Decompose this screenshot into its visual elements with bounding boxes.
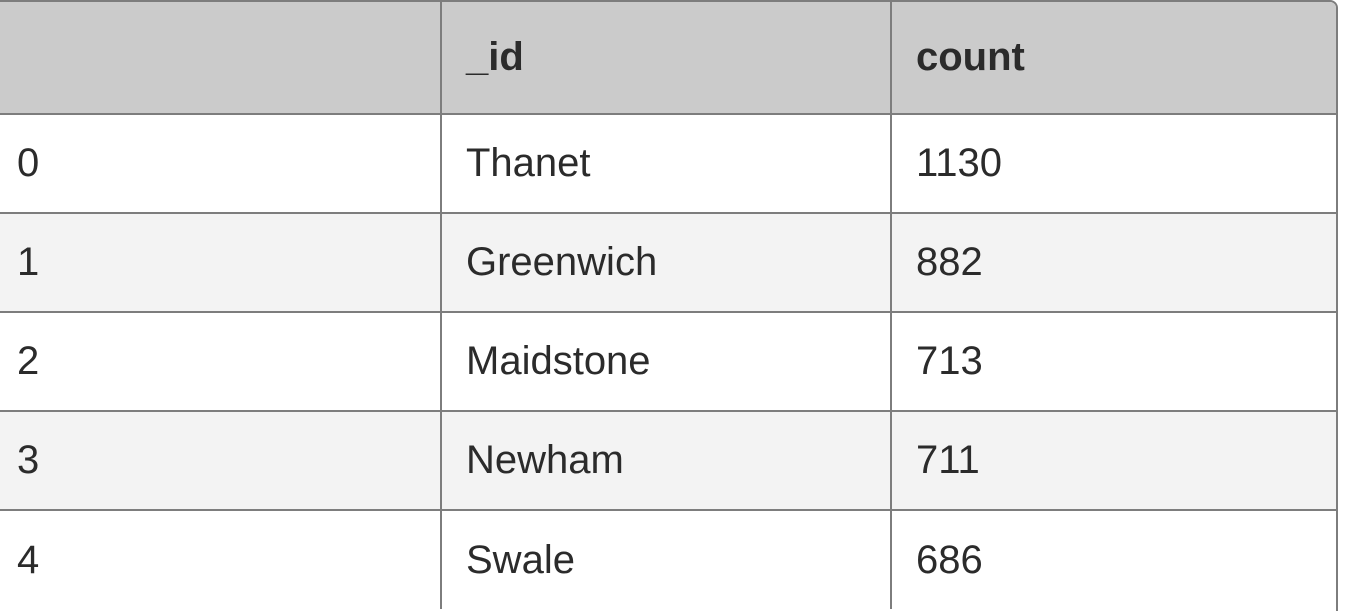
row-count: 711 bbox=[891, 411, 1336, 511]
row-count: 686 bbox=[916, 537, 983, 582]
row-id: Newham bbox=[441, 411, 892, 511]
table-row: 2 Maidstone 713 bbox=[0, 312, 1336, 412]
row-count: 713 bbox=[891, 312, 1336, 412]
row-id: Thanet bbox=[441, 114, 892, 214]
header-count: count bbox=[891, 2, 1336, 115]
row-index: 0 bbox=[0, 114, 442, 214]
table-row: 0 Thanet 1130 bbox=[0, 114, 1336, 214]
row-index: 2 bbox=[0, 312, 442, 412]
header-index bbox=[0, 2, 442, 115]
row-id: Maidstone bbox=[441, 312, 892, 412]
row-id: Greenwich bbox=[441, 213, 892, 313]
table-header-row: _id count bbox=[0, 2, 1336, 115]
header-id: _id bbox=[441, 2, 892, 115]
table-row: 4 Swale 686 bbox=[0, 510, 1336, 609]
row-index: 1 bbox=[0, 213, 442, 313]
table-row: 1 Greenwich 882 bbox=[0, 213, 1336, 313]
row-index: 3 bbox=[0, 411, 442, 511]
row-count: 882 bbox=[891, 213, 1336, 313]
row-index: 4 bbox=[0, 510, 442, 609]
table-row: 3 Newham 711 bbox=[0, 411, 1336, 511]
row-id: Swale bbox=[441, 510, 892, 609]
row-count: 1130 bbox=[891, 114, 1336, 214]
